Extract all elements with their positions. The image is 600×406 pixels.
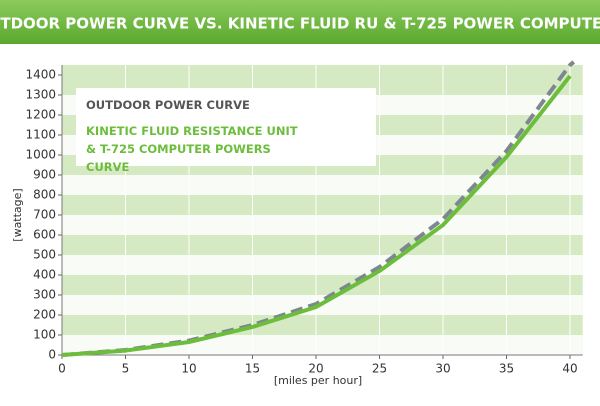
y-tick-label: 1100 — [25, 128, 56, 142]
chart-title: OUTDOOR POWER CURVE VS. KINETIC FLUID RU… — [0, 15, 600, 33]
x-tick-label: 40 — [562, 362, 577, 376]
x-tick-label: 20 — [308, 362, 323, 376]
y-tick-label: 900 — [33, 168, 56, 182]
y-tick-label: 700 — [33, 208, 56, 222]
y-tick-label: 300 — [33, 288, 56, 302]
x-tick-label: 15 — [245, 362, 260, 376]
y-axis-label: [wattage] — [11, 188, 24, 241]
y-tick-label: 600 — [33, 228, 56, 242]
x-tick-label: 10 — [181, 362, 196, 376]
grid-band — [62, 215, 583, 235]
data-line — [61, 74, 572, 357]
grid-band — [62, 255, 583, 275]
x-tick-label: 30 — [435, 362, 450, 376]
y-tick-label: 400 — [33, 268, 56, 282]
x-tick-label: 5 — [122, 362, 130, 376]
legend-label: KINETIC FLUID RESISTANCE UNIT & T-725 CO… — [86, 124, 298, 174]
y-tick-label: 0 — [48, 348, 56, 362]
y-tick-label: 1200 — [25, 108, 56, 122]
title-bar — [0, 0, 600, 44]
x-tick-label: 0 — [58, 362, 66, 376]
y-tick-label: 1000 — [25, 148, 56, 162]
y-tick-label: 500 — [33, 248, 56, 262]
grid-band — [62, 335, 583, 355]
legend-label: OUTDOOR POWER CURVE — [86, 98, 250, 112]
y-tick-label: 200 — [33, 308, 56, 322]
x-tick-label: 35 — [499, 362, 514, 376]
grid-band — [62, 175, 583, 195]
legend: OUTDOOR POWER CURVE KINETIC FLUID RESIST… — [76, 88, 376, 174]
y-tick-label: 800 — [33, 188, 56, 202]
x-axis-label: [miles per hour] — [274, 374, 362, 387]
y-tick-label: 1300 — [25, 88, 56, 102]
y-tick-label: 1400 — [25, 68, 56, 82]
y-tick-label: 100 — [33, 328, 56, 342]
x-tick-label: 25 — [372, 362, 387, 376]
